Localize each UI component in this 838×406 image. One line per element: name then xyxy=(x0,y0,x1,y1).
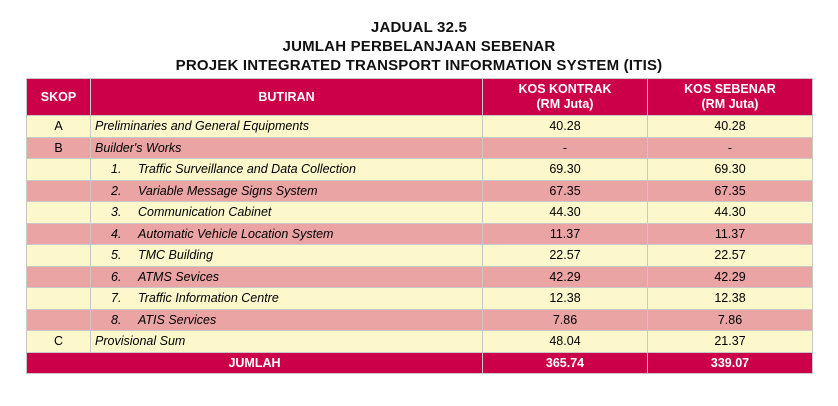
cell-skop: A xyxy=(26,115,91,138)
cell-kos-kontrak: 67.35 xyxy=(482,179,648,202)
table-row: B Builder's Works - - xyxy=(26,136,813,159)
cell-kos-kontrak: - xyxy=(482,136,648,159)
header-kos-kontrak-line1: KOS KONTRAK xyxy=(518,82,612,96)
table-row: 3. Communication Cabinet 44.30 44.30 xyxy=(26,201,813,224)
total-kos-sebenar: 339.07 xyxy=(647,351,813,374)
item-description: ATIS Services xyxy=(138,312,217,327)
total-label: JUMLAH xyxy=(26,351,483,374)
cell-butiran: 7. Traffic Information Centre xyxy=(90,287,483,310)
cell-skop xyxy=(26,201,91,224)
cell-kos-sebenar: 7.86 xyxy=(647,308,813,331)
cell-kos-kontrak: 69.30 xyxy=(482,158,648,181)
table-title: JADUAL 32.5 JUMLAH PERBELANJAAN SEBENAR … xyxy=(0,18,838,75)
item-number: 8. xyxy=(111,312,122,327)
header-row: SKOP BUTIRAN KOS KONTRAK (RM Juta) KOS S… xyxy=(26,78,813,116)
cell-butiran: 4. Automatic Vehicle Location System xyxy=(90,222,483,245)
cell-skop xyxy=(26,244,91,267)
title-line-1: JADUAL 32.5 xyxy=(370,19,468,36)
table-row: 6. ATMS Sevices 42.29 42.29 xyxy=(26,265,813,288)
cell-skop: C xyxy=(26,330,91,353)
cell-butiran: 5. TMC Building xyxy=(90,244,483,267)
item-number: 6. xyxy=(111,269,122,284)
cell-skop: B xyxy=(26,136,91,159)
header-kos-sebenar-line2: (RM Juta) xyxy=(701,97,759,111)
expenditure-table: SKOP BUTIRAN KOS KONTRAK (RM Juta) KOS S… xyxy=(26,78,813,374)
title-line-3: PROJEK INTEGRATED TRANSPORT INFORMATION … xyxy=(175,57,663,74)
item-number: 2. xyxy=(111,183,122,198)
cell-kos-sebenar: - xyxy=(647,136,813,159)
item-number: 4. xyxy=(111,226,122,241)
cell-skop xyxy=(26,179,91,202)
header-butiran: BUTIRAN xyxy=(90,78,483,116)
item-description: ATMS Sevices xyxy=(138,269,220,284)
item-description: Communication Cabinet xyxy=(138,205,272,220)
cell-kos-sebenar: 69.30 xyxy=(647,158,813,181)
cell-kos-kontrak: 42.29 xyxy=(482,265,648,288)
cell-kos-sebenar: 40.28 xyxy=(647,115,813,138)
cell-kos-sebenar: 67.35 xyxy=(647,179,813,202)
item-description: Builder's Works xyxy=(95,140,182,155)
cell-kos-kontrak: 48.04 xyxy=(482,330,648,353)
table-row: C Provisional Sum 48.04 21.37 xyxy=(26,330,813,353)
header-kos-kontrak: KOS KONTRAK (RM Juta) xyxy=(482,78,648,116)
item-number: 1. xyxy=(111,162,122,177)
cell-kos-sebenar: 22.57 xyxy=(647,244,813,267)
cell-butiran: 6. ATMS Sevices xyxy=(90,265,483,288)
title-line-2: JUMLAH PERBELANJAAN SEBENAR xyxy=(282,38,556,55)
item-description: Traffic Surveillance and Data Collection xyxy=(138,162,356,177)
cell-butiran: 2. Variable Message Signs System xyxy=(90,179,483,202)
cell-skop xyxy=(26,158,91,181)
cell-skop xyxy=(26,287,91,310)
table-row: 2. Variable Message Signs System 67.35 67.3… xyxy=(26,179,813,202)
item-description: Traffic Information Centre xyxy=(138,291,279,306)
item-description: Automatic Vehicle Location System xyxy=(138,226,334,241)
cell-skop xyxy=(26,308,91,331)
cell-butiran: Provisional Sum xyxy=(90,330,483,353)
header-kos-kontrak-line2: (RM Juta) xyxy=(536,97,594,111)
total-kos-kontrak: 365.74 xyxy=(482,351,648,374)
cell-kos-kontrak: 22.57 xyxy=(482,244,648,267)
cell-kos-sebenar: 42.29 xyxy=(647,265,813,288)
header-skop: SKOP xyxy=(26,78,91,116)
header-kos-sebenar: KOS SEBENAR (RM Juta) xyxy=(647,78,813,116)
cell-skop xyxy=(26,222,91,245)
cell-kos-kontrak: 7.86 xyxy=(482,308,648,331)
item-description: Variable Message Signs System xyxy=(138,183,318,198)
cell-skop xyxy=(26,265,91,288)
table-row: 1. Traffic Surveillance and Data Collecti… xyxy=(26,158,813,181)
item-description: Provisional Sum xyxy=(95,334,186,349)
item-description: TMC Building xyxy=(138,248,214,263)
cell-kos-kontrak: 40.28 xyxy=(482,115,648,138)
item-number: 7. xyxy=(111,291,122,306)
cell-butiran: 3. Communication Cabinet xyxy=(90,201,483,224)
cell-butiran: 1. Traffic Surveillance and Data Collecti… xyxy=(90,158,483,181)
item-number: 3. xyxy=(111,205,122,220)
cell-kos-sebenar: 21.37 xyxy=(647,330,813,353)
cell-butiran: Builder's Works xyxy=(90,136,483,159)
table-row: 5. TMC Building 22.57 22.57 xyxy=(26,244,813,267)
table-row: 8. ATIS Services 7.86 7.86 xyxy=(26,308,813,331)
cell-kos-sebenar: 11.37 xyxy=(647,222,813,245)
table-row: A Preliminaries and General Equipments 40.… xyxy=(26,115,813,138)
cell-butiran: 8. ATIS Services xyxy=(90,308,483,331)
table-row: 4. Automatic Vehicle Location System 11.37… xyxy=(26,222,813,245)
table-row: 7. Traffic Information Centre 12.38 12.38 xyxy=(26,287,813,310)
cell-butiran: Preliminaries and General Equipments xyxy=(90,115,483,138)
cell-kos-kontrak: 11.37 xyxy=(482,222,648,245)
cell-kos-kontrak: 44.30 xyxy=(482,201,648,224)
cell-kos-sebenar: 44.30 xyxy=(647,201,813,224)
cell-kos-kontrak: 12.38 xyxy=(482,287,648,310)
item-number: 5. xyxy=(111,248,122,263)
header-kos-sebenar-line1: KOS SEBENAR xyxy=(684,82,776,96)
total-row: JUMLAH 365.74 339.07 xyxy=(26,351,813,374)
cell-kos-sebenar: 12.38 xyxy=(647,287,813,310)
item-description: Preliminaries and General Equipments xyxy=(95,119,309,134)
